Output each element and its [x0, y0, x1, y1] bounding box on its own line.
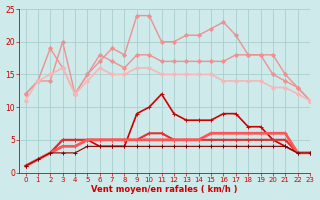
X-axis label: Vent moyen/en rafales ( km/h ): Vent moyen/en rafales ( km/h ) — [92, 185, 238, 194]
